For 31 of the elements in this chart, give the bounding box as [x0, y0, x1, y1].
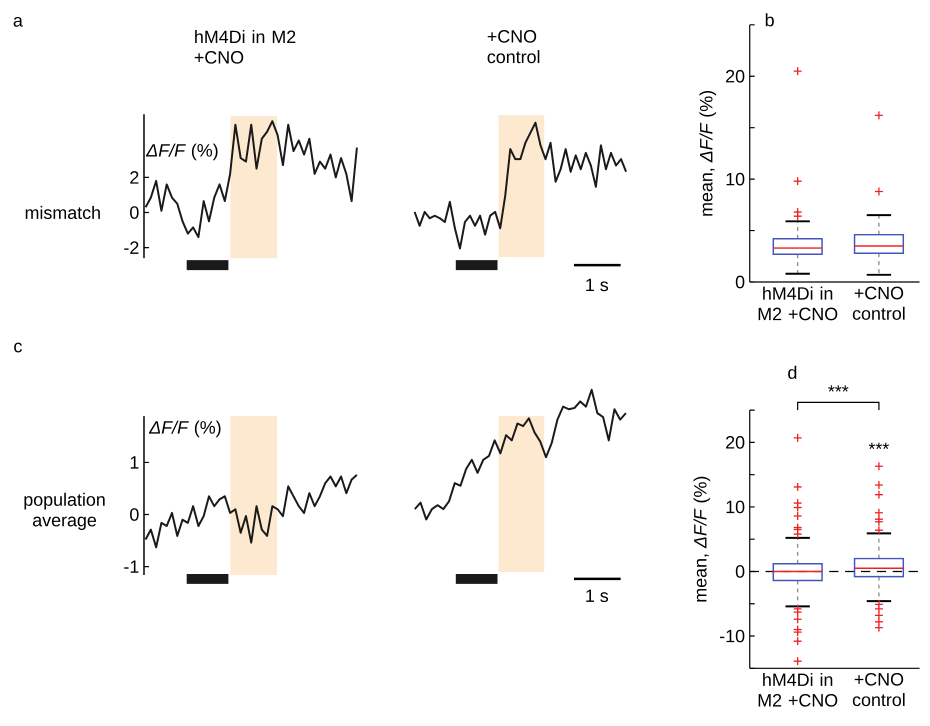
y-tick-label: 20	[726, 436, 744, 449]
line-series	[144, 474, 358, 548]
y-tick-label: 20	[726, 70, 744, 83]
annotation: ΔF/F (%)	[146, 144, 218, 160]
y-tick-label: -10	[720, 630, 744, 642]
y-tick-label: 0	[736, 276, 744, 288]
text: d	[788, 366, 796, 379]
y-tick-label: 10	[726, 172, 744, 186]
y-tick-label: -1	[124, 560, 138, 573]
y-tick-label: 0	[736, 565, 744, 578]
text: c	[14, 342, 22, 352]
y-axis-title: population average	[24, 492, 105, 530]
text: 1 s	[586, 278, 608, 292]
text: ***	[828, 385, 848, 392]
y-axis-title: mean, ΔF/F (%)	[693, 476, 710, 602]
annotation: ***	[868, 442, 889, 450]
y-axis-title: mismatch	[26, 206, 100, 220]
y-axis-title: mean, ΔF/F (%)	[699, 91, 716, 216]
chart-title: hM4Di in M2 +CNO	[194, 30, 296, 64]
y-tick-label: 0	[130, 206, 139, 219]
annotation: b	[766, 13, 774, 26]
text: a	[14, 16, 23, 27]
y-tick-label: 1	[130, 456, 138, 469]
chart-title: +CNO control	[488, 30, 540, 64]
y-tick-label: -2	[124, 241, 138, 254]
line-series	[144, 120, 358, 238]
text: 1 s	[586, 590, 608, 602]
y-tick-label: 2	[130, 171, 138, 184]
y-tick-label: 10	[726, 500, 744, 514]
annotation: ΔF/F (%)	[148, 420, 220, 438]
y-tick-label: 0	[130, 508, 139, 521]
